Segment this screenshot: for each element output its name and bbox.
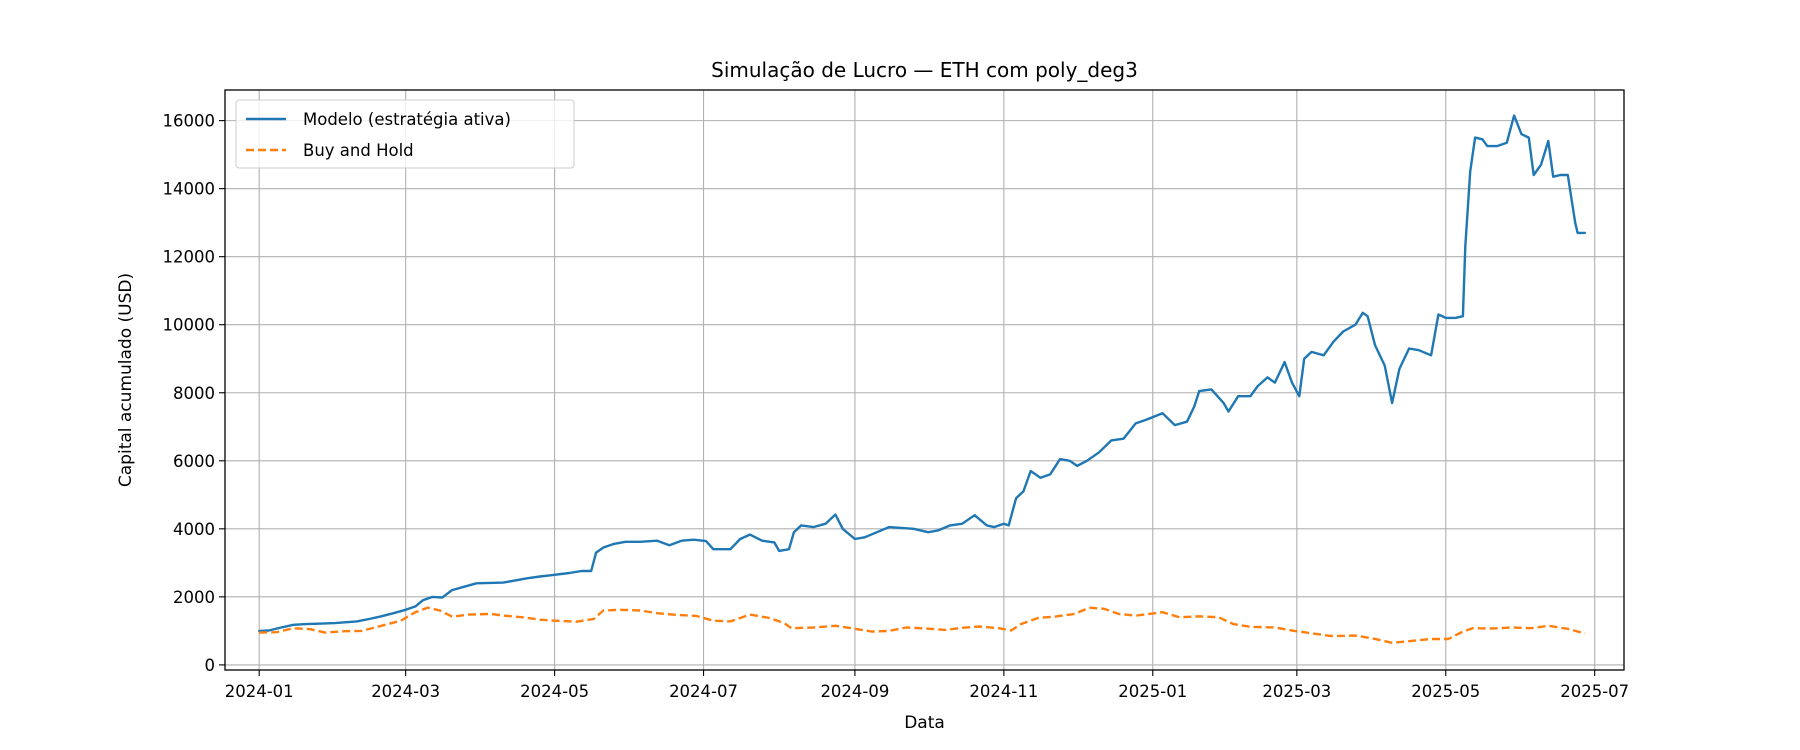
ticks: 2024-01 2024-03 2024-05 2024-07 2024-09 2024-… bbox=[163, 112, 1630, 701]
y-tick-label: 14000 bbox=[163, 180, 216, 199]
chart-title: Simulação de Lucro — ETH com poly_deg3 bbox=[711, 58, 1138, 82]
plot-frame bbox=[224, 89, 1625, 671]
series-line-buy-and-hold bbox=[259, 606, 1586, 644]
x-tick-label: 2024-03 bbox=[371, 682, 440, 701]
x-tick-label: 2025-03 bbox=[1262, 682, 1331, 701]
x-tick-label: 2024-07 bbox=[669, 682, 738, 701]
y-tick-label: 0 bbox=[205, 656, 216, 675]
y-tick-label: 6000 bbox=[173, 452, 215, 471]
x-tick-label: 2025-01 bbox=[1118, 682, 1187, 701]
y-tick-label: 2000 bbox=[173, 588, 215, 607]
legend-label-buy-and-hold: Buy and Hold bbox=[303, 141, 414, 160]
grid bbox=[225, 90, 1624, 670]
legend: Modelo (estratégia ativa) Buy and Hold bbox=[235, 99, 575, 169]
series-group bbox=[258, 114, 1587, 644]
x-tick-label: 2024-09 bbox=[820, 682, 889, 701]
y-tick-label: 10000 bbox=[163, 316, 216, 335]
y-tick-label: 8000 bbox=[173, 384, 215, 403]
x-axis-label: Data bbox=[904, 713, 945, 733]
y-tick-label: 16000 bbox=[163, 112, 216, 131]
x-tick-label: 2024-11 bbox=[969, 682, 1038, 701]
x-tick-label: 2024-05 bbox=[520, 682, 589, 701]
y-tick-label: 12000 bbox=[163, 248, 216, 267]
x-tick-label: 2024-01 bbox=[225, 682, 294, 701]
y-tick-label: 4000 bbox=[173, 520, 215, 539]
series-line-modelo bbox=[258, 114, 1587, 633]
x-tick-label: 2025-07 bbox=[1560, 682, 1629, 701]
legend-box bbox=[235, 99, 575, 169]
x-tick-label: 2025-05 bbox=[1411, 682, 1480, 701]
y-axis-label: Capital acumulado (USD) bbox=[116, 273, 136, 487]
legend-label-modelo: Modelo (estratégia ativa) bbox=[303, 110, 511, 129]
